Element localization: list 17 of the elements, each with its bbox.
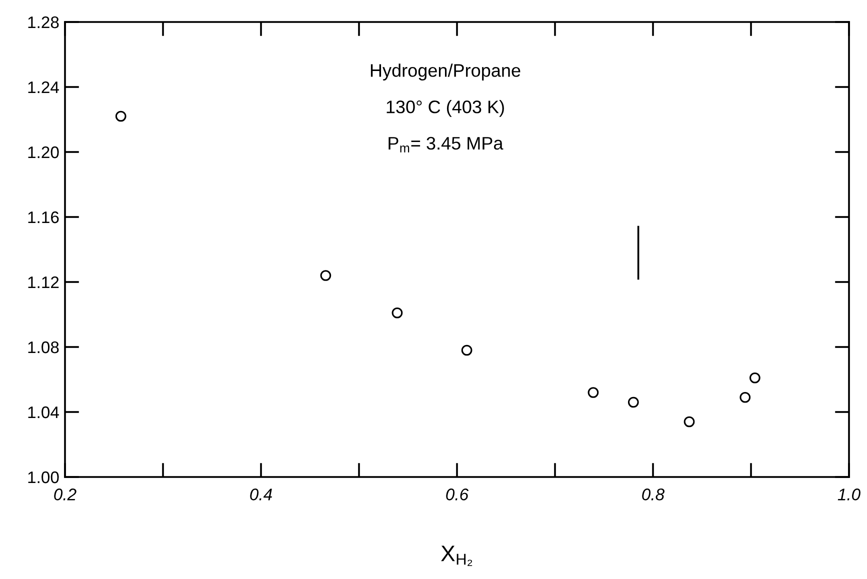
- x-tick-label: 1.0: [838, 488, 860, 500]
- y-tick-label: 1.08: [28, 341, 59, 354]
- y-tick-label: 1.16: [28, 211, 59, 224]
- x-tick-label: 0.8: [642, 488, 664, 500]
- x-tick-label: 0.2: [54, 488, 76, 500]
- annotation: 130° C (403 K): [386, 100, 504, 117]
- y-tick-label: 1.20: [28, 146, 59, 158]
- x-tick-label: 0.6: [446, 488, 469, 500]
- y-tick-label: 1.28: [28, 16, 59, 28]
- x-axis-title: X$_{H₂}$: [441, 546, 472, 566]
- annotation: P$_{m}$= 3.45 MPa: [388, 136, 504, 152]
- y-tick-label: 1.04: [28, 406, 59, 418]
- y-tick-label: 1.00: [28, 471, 59, 484]
- x-tick-label: 0.4: [250, 488, 272, 500]
- annotation: Hydrogen/Propane: [370, 64, 520, 80]
- y-tick-label: 1.24: [28, 81, 59, 94]
- y-tick-label: 1.12: [28, 276, 59, 288]
